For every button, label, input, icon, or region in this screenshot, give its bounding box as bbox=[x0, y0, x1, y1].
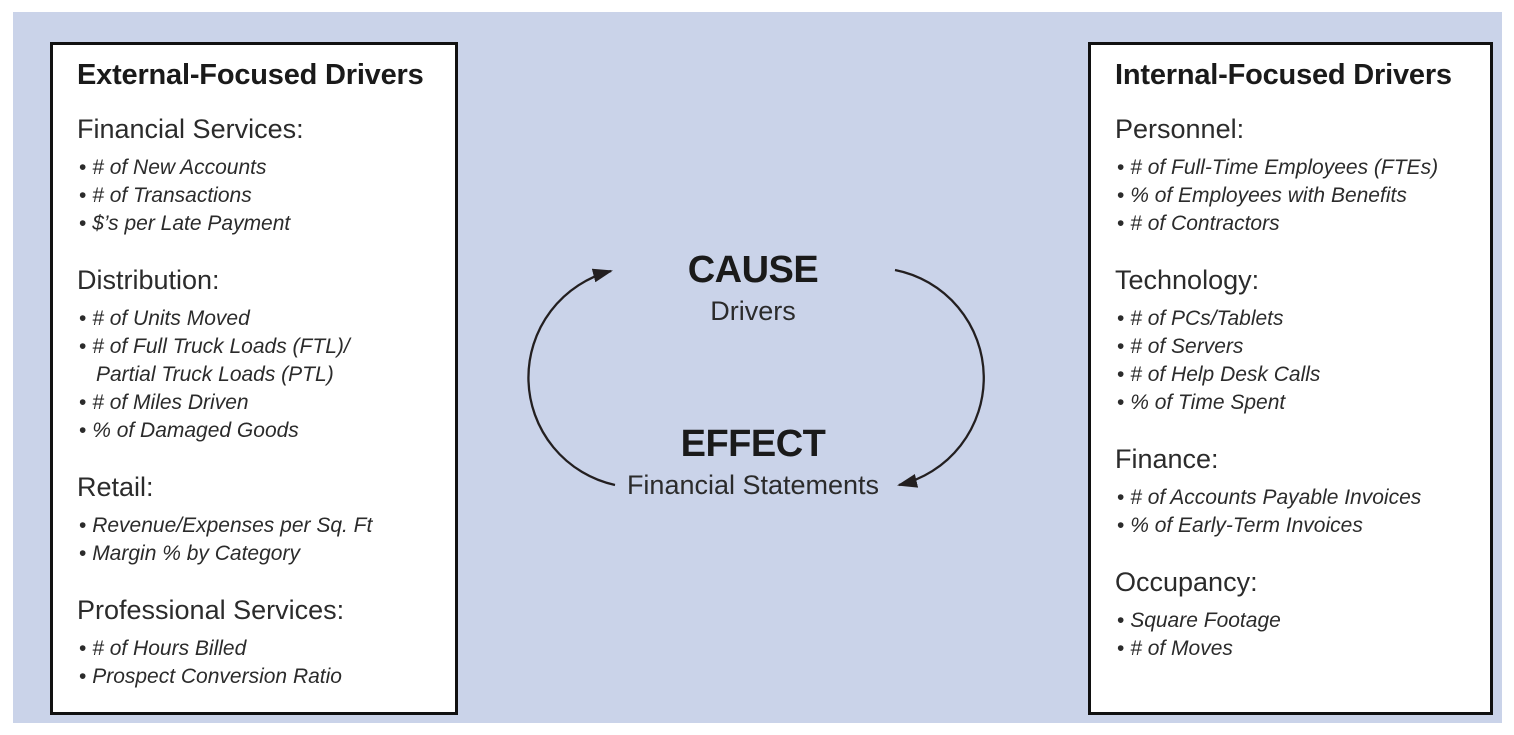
section-retail: Retail: Revenue/Expenses per Sq. Ft Marg… bbox=[77, 472, 433, 568]
list-item: # of Full Truck Loads (FTL)/ Partial Tru… bbox=[79, 333, 433, 389]
bullet-list: # of Full-Time Employees (FTEs) % of Emp… bbox=[1115, 154, 1468, 238]
list-item: Square Footage bbox=[1117, 607, 1468, 635]
bullet-list: Square Footage # of Moves bbox=[1115, 607, 1468, 663]
effect-title: EFFECT bbox=[680, 423, 826, 465]
section-heading: Personnel: bbox=[1115, 114, 1245, 144]
list-item: Prospect Conversion Ratio bbox=[79, 663, 433, 691]
section-technology: Technology: # of PCs/Tablets # of Server… bbox=[1115, 265, 1468, 417]
section-financial-services: Financial Services: # of New Accounts # … bbox=[77, 114, 433, 238]
internal-box-title: Internal-Focused Drivers bbox=[1115, 59, 1452, 91]
cycle-arrow-up-icon bbox=[527, 268, 616, 487]
cause-label-block: CAUSE Drivers bbox=[468, 250, 1038, 328]
list-item: % of Early-Term Invoices bbox=[1117, 512, 1468, 540]
list-item: # of Servers bbox=[1117, 333, 1468, 361]
external-drivers-box: External-Focused Drivers Financial Servi… bbox=[50, 42, 458, 715]
list-item: % of Damaged Goods bbox=[79, 417, 433, 445]
section-heading: Finance: bbox=[1115, 444, 1219, 474]
section-finance: Finance: # of Accounts Payable Invoices … bbox=[1115, 444, 1468, 540]
list-item: # of Transactions bbox=[79, 182, 433, 210]
cause-subtitle: Drivers bbox=[710, 296, 796, 326]
list-item: # of Accounts Payable Invoices bbox=[1117, 484, 1468, 512]
cycle-arrow-down-icon bbox=[894, 268, 985, 488]
bullet-list: # of Units Moved # of Full Truck Loads (… bbox=[77, 305, 433, 445]
list-item: % of Time Spent bbox=[1117, 389, 1468, 417]
section-occupancy: Occupancy: Square Footage # of Moves bbox=[1115, 567, 1468, 663]
list-item: # of Full-Time Employees (FTEs) bbox=[1117, 154, 1468, 182]
bullet-list: # of Accounts Payable Invoices % of Earl… bbox=[1115, 484, 1468, 540]
list-item: Revenue/Expenses per Sq. Ft bbox=[79, 512, 433, 540]
section-distribution: Distribution: # of Units Moved # of Full… bbox=[77, 265, 433, 445]
bullet-list: # of New Accounts # of Transactions $’s … bbox=[77, 154, 433, 238]
cause-title: CAUSE bbox=[687, 249, 819, 291]
bullet-list: # of PCs/Tablets # of Servers # of Help … bbox=[1115, 305, 1468, 417]
list-item: # of Help Desk Calls bbox=[1117, 361, 1468, 389]
section-heading: Financial Services: bbox=[77, 114, 304, 144]
list-item: # of Miles Driven bbox=[79, 389, 433, 417]
section-heading: Occupancy: bbox=[1115, 567, 1258, 597]
list-item: # of Contractors bbox=[1117, 210, 1468, 238]
bullet-list: # of Hours Billed Prospect Conversion Ra… bbox=[77, 635, 433, 691]
section-heading: Retail: bbox=[77, 472, 154, 502]
list-item: # of New Accounts bbox=[79, 154, 433, 182]
section-heading: Distribution: bbox=[77, 265, 220, 295]
effect-subtitle: Financial Statements bbox=[626, 470, 880, 500]
external-box-title: External-Focused Drivers bbox=[77, 59, 424, 91]
list-item: $’s per Late Payment bbox=[79, 210, 433, 238]
section-heading: Technology: bbox=[1115, 265, 1260, 295]
section-professional-services: Professional Services: # of Hours Billed… bbox=[77, 595, 433, 691]
effect-label-block: EFFECT Financial Statements bbox=[468, 424, 1038, 502]
list-item: # of Units Moved bbox=[79, 305, 433, 333]
list-item: Margin % by Category bbox=[79, 540, 433, 568]
cycle-arrows bbox=[527, 268, 985, 488]
list-item: % of Employees with Benefits bbox=[1117, 182, 1468, 210]
section-heading: Professional Services: bbox=[77, 595, 345, 625]
list-item: # of Hours Billed bbox=[79, 635, 433, 663]
diagram-background-panel: External-Focused Drivers Financial Servi… bbox=[13, 12, 1502, 723]
bullet-list: Revenue/Expenses per Sq. Ft Margin % by … bbox=[77, 512, 433, 568]
list-item: # of PCs/Tablets bbox=[1117, 305, 1468, 333]
list-item: # of Moves bbox=[1117, 635, 1468, 663]
section-personnel: Personnel: # of Full-Time Employees (FTE… bbox=[1115, 114, 1468, 238]
internal-drivers-box: Internal-Focused Drivers Personnel: # of… bbox=[1088, 42, 1493, 715]
